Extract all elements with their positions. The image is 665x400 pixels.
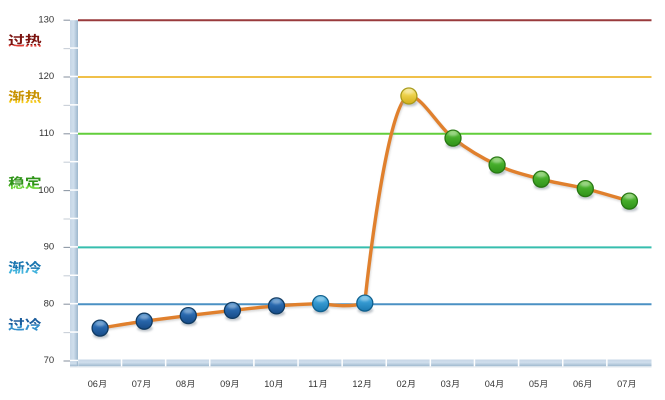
svg-text:120: 120: [38, 71, 54, 82]
svg-text:12: 12: [352, 379, 362, 389]
svg-text:100: 100: [38, 185, 54, 196]
svg-text:11: 11: [308, 379, 318, 389]
svg-text:80: 80: [44, 298, 55, 309]
svg-text:09: 09: [220, 379, 230, 389]
svg-text:03: 03: [441, 379, 451, 389]
svg-text:90: 90: [44, 242, 55, 253]
svg-text:07: 07: [132, 379, 142, 389]
svg-text:07: 07: [617, 379, 627, 389]
svg-text:10: 10: [264, 379, 274, 389]
svg-text:08: 08: [176, 379, 186, 389]
svg-text:04: 04: [485, 379, 495, 389]
svg-text:05: 05: [529, 379, 539, 389]
svg-text:06: 06: [88, 379, 98, 389]
svg-text:02: 02: [397, 379, 407, 389]
svg-text:06: 06: [573, 379, 583, 389]
svg-text:130: 130: [38, 14, 54, 25]
svg-text:70: 70: [44, 355, 55, 366]
svg-text:110: 110: [39, 128, 54, 139]
